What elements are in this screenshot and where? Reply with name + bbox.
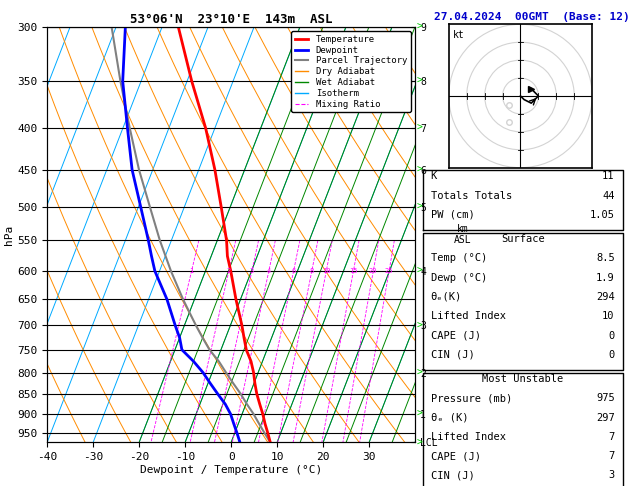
Text: Totals Totals: Totals Totals [431, 191, 512, 201]
Text: CIN (J): CIN (J) [431, 470, 474, 481]
Y-axis label: hPa: hPa [4, 225, 14, 244]
Text: 10: 10 [602, 311, 615, 321]
Text: PW (cm): PW (cm) [431, 210, 474, 220]
Text: 15: 15 [349, 268, 357, 274]
Text: 20: 20 [369, 268, 377, 274]
Text: >: > [417, 437, 423, 447]
Text: kt: kt [453, 30, 465, 40]
Text: 8: 8 [309, 268, 314, 274]
Text: 7: 7 [608, 432, 615, 442]
Text: 25: 25 [384, 268, 393, 274]
Text: Most Unstable: Most Unstable [482, 374, 564, 384]
Text: 10: 10 [322, 268, 330, 274]
Text: >: > [417, 266, 423, 276]
Text: Lifted Index: Lifted Index [431, 311, 506, 321]
Text: 297: 297 [596, 413, 615, 423]
Text: θₑ (K): θₑ (K) [431, 413, 468, 423]
Text: θₑ(K): θₑ(K) [431, 292, 462, 302]
Text: >: > [417, 165, 423, 174]
Text: CAPE (J): CAPE (J) [431, 330, 481, 341]
Text: Lifted Index: Lifted Index [431, 432, 506, 442]
Text: 11: 11 [602, 172, 615, 181]
Text: >: > [417, 76, 423, 86]
Text: 6: 6 [291, 268, 296, 274]
Text: Surface: Surface [501, 234, 545, 244]
Text: 294: 294 [596, 292, 615, 302]
Text: 0: 0 [608, 330, 615, 341]
Legend: Temperature, Dewpoint, Parcel Trajectory, Dry Adiabat, Wet Adiabat, Isotherm, Mi: Temperature, Dewpoint, Parcel Trajectory… [291, 31, 411, 112]
Text: 44: 44 [602, 191, 615, 201]
Text: >: > [417, 409, 423, 419]
Text: 8.5: 8.5 [596, 253, 615, 263]
Text: 2: 2 [226, 268, 231, 274]
Text: CAPE (J): CAPE (J) [431, 451, 481, 461]
Text: >: > [417, 202, 423, 212]
Text: 3: 3 [250, 268, 254, 274]
Text: 27.04.2024  00GMT  (Base: 12): 27.04.2024 00GMT (Base: 12) [433, 12, 629, 22]
Text: 4: 4 [267, 268, 271, 274]
Text: >: > [417, 320, 423, 330]
X-axis label: Dewpoint / Temperature (°C): Dewpoint / Temperature (°C) [140, 465, 322, 475]
Text: 1: 1 [189, 268, 194, 274]
Text: Pressure (mb): Pressure (mb) [431, 393, 512, 403]
Text: 0: 0 [608, 350, 615, 360]
Text: Temp (°C): Temp (°C) [431, 253, 487, 263]
Text: K: K [431, 172, 437, 181]
Text: 3: 3 [608, 470, 615, 481]
Text: >: > [417, 367, 423, 378]
Title: 53°06'N  23°10'E  143m  ASL: 53°06'N 23°10'E 143m ASL [130, 13, 332, 26]
Text: CIN (J): CIN (J) [431, 350, 474, 360]
Y-axis label: km
ASL: km ASL [454, 224, 472, 245]
Text: 7: 7 [608, 451, 615, 461]
Text: 1.9: 1.9 [596, 273, 615, 283]
Text: >: > [417, 123, 423, 133]
Text: Dewp (°C): Dewp (°C) [431, 273, 487, 283]
Text: 975: 975 [596, 393, 615, 403]
Text: 1.05: 1.05 [590, 210, 615, 220]
Text: >: > [417, 22, 423, 32]
